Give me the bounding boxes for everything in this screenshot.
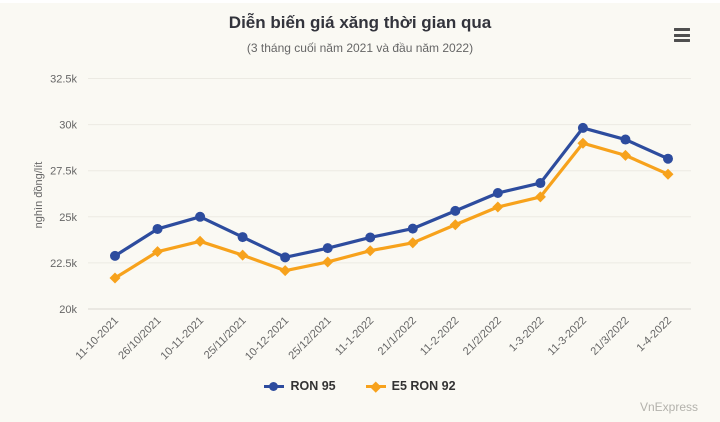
data-point[interactable] <box>110 250 120 261</box>
legend-item-ron95[interactable]: RON 95 <box>264 379 336 393</box>
y-tick-label: 25k <box>59 212 77 224</box>
data-point[interactable] <box>322 256 334 268</box>
data-point[interactable] <box>449 219 461 231</box>
x-tick-label: 11-3-2022 <box>546 315 589 358</box>
y-tick-label: 32.5k <box>50 74 77 86</box>
plot-area: 20k 22.5k 25k 27.5k 30k 32.5k 11-10-202126/10/… <box>50 74 691 363</box>
chart-title: Diễn biến giá xăng thời gian qua <box>228 13 492 32</box>
chart-context-menu-button[interactable] <box>671 25 693 45</box>
data-point[interactable] <box>152 246 164 258</box>
data-point[interactable] <box>364 245 376 257</box>
x-tick-label: 11-10-2021 <box>73 315 121 363</box>
data-point[interactable] <box>577 122 588 133</box>
series-line-e5ron92 <box>113 141 670 280</box>
legend-label-ron95: RON 95 <box>290 379 336 393</box>
data-point[interactable] <box>535 178 546 189</box>
e5ron92-line-marker-icon <box>365 380 386 392</box>
x-tick-label: 10-12-2021 <box>243 315 291 363</box>
data-point[interactable] <box>619 149 631 161</box>
x-tick-label: 11-1-2022 <box>333 315 376 358</box>
legend-label-e5ron92: E5 RON 92 <box>391 379 456 393</box>
x-tick-label: 25/12/2021 <box>286 315 333 362</box>
y-tick-label: 30k <box>59 120 77 132</box>
y-tick-label: 20k <box>59 304 77 316</box>
data-point[interactable] <box>109 272 121 284</box>
x-tick-label: 21/1/2022 <box>376 315 419 358</box>
data-point[interactable] <box>663 153 673 164</box>
x-tick-label: 11-2-2022 <box>418 315 461 358</box>
y-tick-label: 22.5k <box>50 258 77 270</box>
x-tick-label: 26/10/2021 <box>116 315 163 362</box>
data-point[interactable] <box>237 249 249 261</box>
credits-label[interactable]: VnExpress <box>639 400 698 414</box>
data-point[interactable] <box>195 211 206 222</box>
data-point[interactable] <box>365 232 376 243</box>
ron95-line-marker-icon <box>264 380 285 392</box>
data-point[interactable] <box>194 235 206 247</box>
data-point[interactable] <box>620 134 631 145</box>
legend: RON 95 E5 RON 92 <box>0 379 720 393</box>
data-point[interactable] <box>280 252 291 263</box>
data-point[interactable] <box>492 188 503 199</box>
y-tick-label: 27.5k <box>50 166 77 178</box>
x-tick-label: 10-11-2021 <box>159 315 207 363</box>
series-line-ron95 <box>113 126 670 259</box>
data-point[interactable] <box>407 223 418 234</box>
data-point[interactable] <box>279 265 291 277</box>
data-point[interactable] <box>152 223 163 234</box>
x-tick-label: 1-4-2022 <box>634 315 674 355</box>
data-point[interactable] <box>407 237 419 249</box>
x-tick-label: 21/3/2022 <box>588 315 631 358</box>
x-tick-label: 1-3-2022 <box>507 315 547 355</box>
data-point[interactable] <box>450 205 461 216</box>
data-point[interactable] <box>492 201 504 213</box>
data-point[interactable] <box>322 243 333 254</box>
x-tick-label: 21/2/2022 <box>461 315 504 358</box>
hamburger-icon <box>674 28 690 31</box>
chart-subtitle: (3 tháng cuối năm 2021 và đầu năm 2022) <box>246 41 474 55</box>
legend-item-e5ron92[interactable]: E5 RON 92 <box>365 379 456 393</box>
data-point[interactable] <box>237 232 248 243</box>
